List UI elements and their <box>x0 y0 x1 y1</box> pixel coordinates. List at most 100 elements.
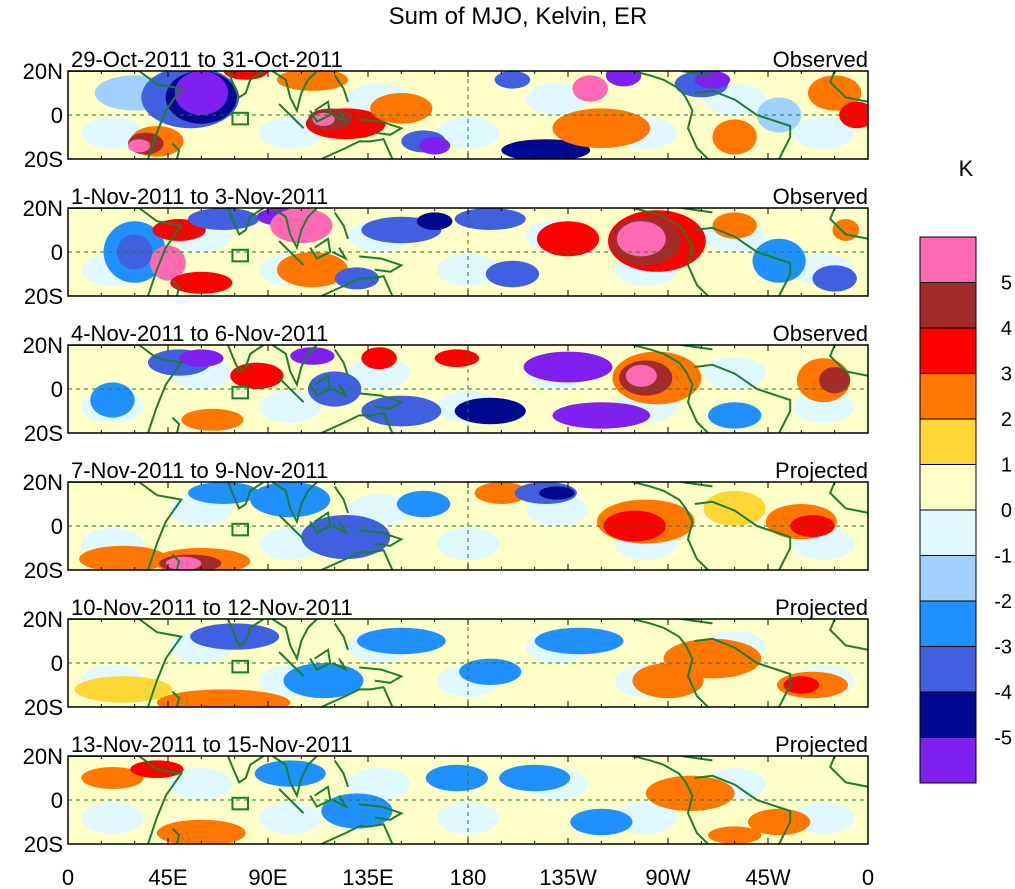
y-tick-label: 20S <box>24 695 63 720</box>
colorbar-swatch <box>919 555 977 602</box>
coastline <box>320 549 394 570</box>
x-tick-label: 90E <box>248 865 287 889</box>
y-tick-label: 20S <box>24 421 63 446</box>
anomaly-blob <box>361 347 397 370</box>
anomaly-blob <box>712 119 757 155</box>
map-panel: 10-Nov-2011 to 12-Nov-2011 Projected 20N 0 2… <box>23 595 869 720</box>
colorbar-swatch <box>919 418 977 465</box>
anomaly-blob <box>425 764 488 792</box>
anomaly-blob <box>370 93 433 124</box>
anomaly-blob <box>752 238 806 283</box>
colorbar-label: 0 <box>1001 500 1012 522</box>
coastline <box>68 345 184 433</box>
coastline <box>320 686 394 707</box>
y-tick-label: 20S <box>24 284 63 309</box>
anomaly-blob <box>454 397 526 425</box>
y-tick-label: 0 <box>51 651 63 676</box>
x-tick-label: 45E <box>148 865 187 889</box>
panel-status: Observed <box>773 321 868 346</box>
panel-status: Projected <box>775 595 868 620</box>
anomaly-blob <box>694 71 731 89</box>
anomaly-blob <box>188 208 260 230</box>
coastline <box>333 622 349 651</box>
colorbar-swatch <box>919 327 977 374</box>
colorbar-label: 3 <box>1001 364 1012 386</box>
coastline <box>331 110 349 125</box>
anomaly-blob <box>552 108 651 148</box>
coastline <box>278 240 305 266</box>
coastline <box>829 71 868 103</box>
coastline <box>320 412 394 433</box>
anomaly-blob <box>572 75 608 102</box>
coastline <box>278 103 305 129</box>
region-box <box>231 111 249 126</box>
coastline <box>829 208 868 240</box>
anomaly-blob <box>712 212 757 239</box>
y-tick-label: 0 <box>51 240 63 265</box>
x-axis-labels: 0 45E 90E 135E 180 135W 90W 45W 0 <box>62 865 874 889</box>
anomaly-blob <box>321 793 393 829</box>
anomaly-blob <box>434 349 480 367</box>
anomaly-blob <box>808 75 862 111</box>
background-patch <box>792 391 855 423</box>
coastline <box>171 690 181 707</box>
colorbar-swatch <box>919 373 977 420</box>
y-tick-label: 20S <box>24 147 63 172</box>
map-panel: 4-Nov-2011 to 6-Nov-2011 Observed 20N 0 20S <box>23 321 869 446</box>
anomaly-blob <box>819 367 851 394</box>
y-tick-label: 20N <box>23 59 63 84</box>
coastline <box>320 275 394 296</box>
anomaly-blob <box>181 408 244 431</box>
colorbar-swatch <box>919 282 977 329</box>
coastline <box>227 345 265 373</box>
background-patch <box>348 357 411 389</box>
anomaly-blob <box>79 545 168 570</box>
panels-group: 29-Oct-2011 to 31-Oct-2011 Observed 20N 0 20… <box>23 47 869 857</box>
coastline <box>632 619 709 707</box>
coastline <box>278 514 305 540</box>
coastline <box>227 208 265 236</box>
colorbar-swatch <box>919 236 977 283</box>
y-tick-label: 20S <box>24 558 63 583</box>
coastline <box>632 756 709 844</box>
coastline <box>359 529 404 547</box>
coastline <box>227 756 265 784</box>
y-tick-label: 20N <box>23 196 63 221</box>
coastline <box>309 648 332 671</box>
coastline <box>632 482 709 570</box>
anomaly-blob <box>756 97 802 133</box>
anomaly-blob <box>174 71 228 115</box>
colorbar-label: 1 <box>1001 455 1012 477</box>
chart-title: Sum of MJO, Kelvin, ER <box>389 3 648 30</box>
anomaly-blob <box>128 139 151 153</box>
colorbar-label: 5 <box>1001 273 1012 295</box>
coastline <box>278 377 305 403</box>
map-panel: 1-Nov-2011 to 3-Nov-2011 Observed 20N 0 20S <box>23 184 869 309</box>
x-tick-label: 45W <box>745 865 790 889</box>
x-tick-label: 135E <box>342 865 393 889</box>
coastline <box>271 208 318 251</box>
x-tick-label: 180 <box>450 865 487 889</box>
coastline <box>309 785 332 808</box>
anomaly-blob <box>416 212 453 230</box>
panel-field <box>68 619 868 707</box>
anomaly-blob <box>523 351 613 383</box>
region-box <box>231 659 249 674</box>
background-patch <box>259 802 322 834</box>
anomaly-blob <box>90 382 135 418</box>
background-patch <box>259 117 322 149</box>
coastline <box>331 795 349 810</box>
anomaly-blob <box>832 219 860 241</box>
anomaly-blob <box>494 71 531 89</box>
x-tick-label: 0 <box>862 865 874 889</box>
y-tick-label: 20N <box>23 607 63 632</box>
y-tick-label: 20S <box>24 832 63 857</box>
background-patch <box>792 117 855 149</box>
coastline <box>271 482 318 525</box>
colorbar-label: -2 <box>994 591 1012 613</box>
anomaly-blob <box>250 482 331 518</box>
coastline <box>171 279 181 296</box>
anomaly-blob <box>165 556 202 570</box>
coastline <box>359 255 404 273</box>
